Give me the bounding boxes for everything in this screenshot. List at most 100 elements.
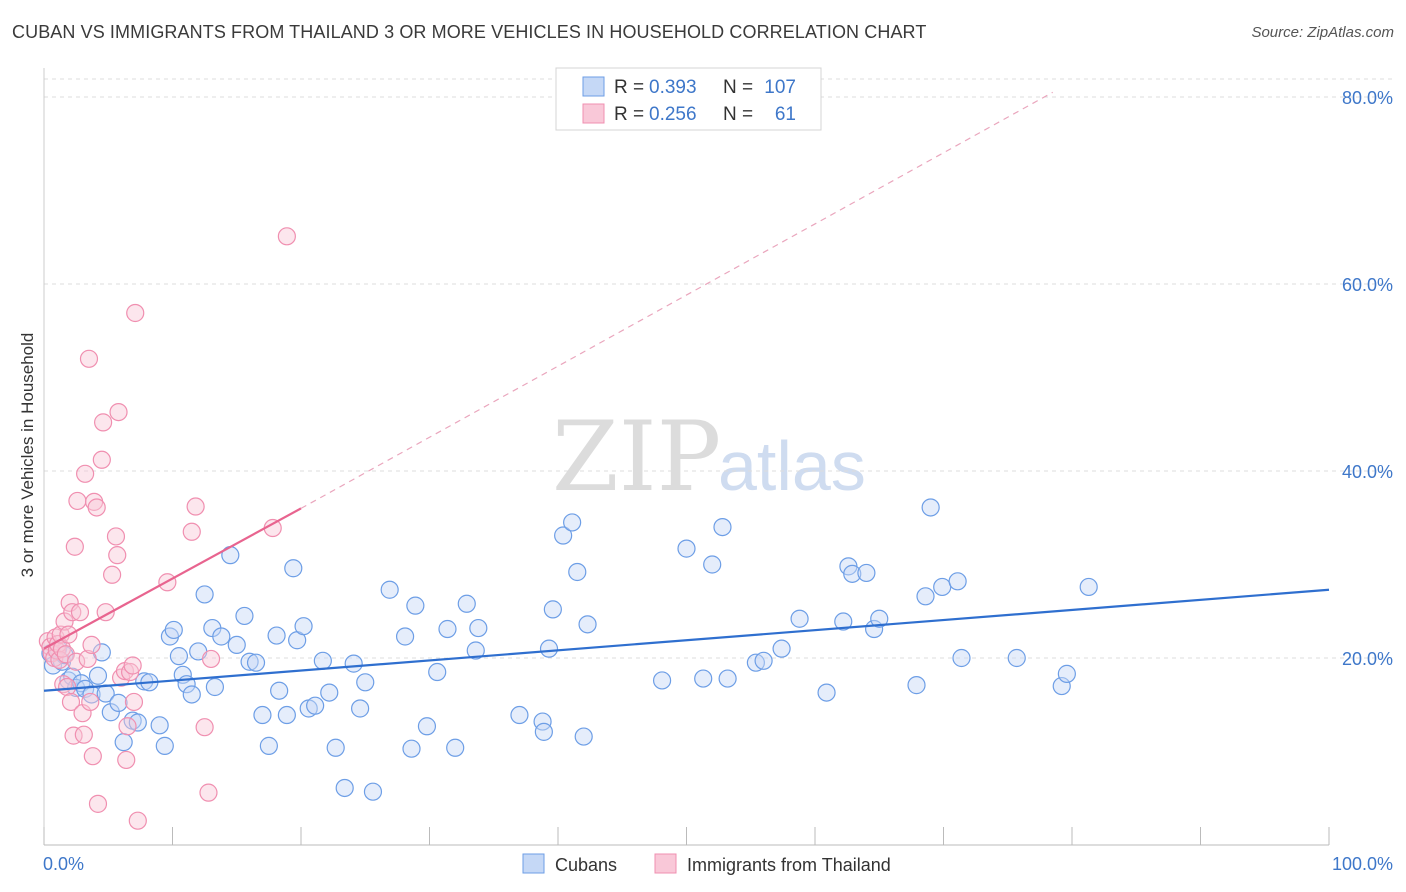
thailand-trend-line: [43, 507, 302, 650]
bottom-legend-swatch-thailand: [654, 853, 677, 874]
cubans-point-32: [205, 677, 225, 697]
cubans-point-11: [88, 666, 108, 685]
watermark-atlas: atlas: [718, 427, 866, 505]
legend-r-value-1: 0.393: [649, 77, 697, 98]
bottom-legend-label-cubans: Cubans: [555, 855, 617, 875]
cubans-point-62: [428, 662, 447, 682]
thailand-point-20: [67, 652, 86, 671]
thailand-point-34: [92, 450, 111, 469]
cubans-point-98: [933, 577, 952, 597]
thailand-point-33: [88, 794, 108, 813]
cubans-point-66: [466, 641, 485, 660]
legend-r-label-2: R =: [614, 104, 644, 125]
cubans-point-82: [713, 517, 732, 537]
thailand-point-53: [195, 718, 214, 737]
thailand-point-26: [78, 649, 97, 669]
cubans-point-35: [227, 635, 246, 655]
cubans-point-59: [402, 739, 421, 758]
cubans-point-101: [1007, 648, 1026, 668]
cubans-point-25: [169, 647, 189, 666]
cubans-point-85: [754, 651, 773, 670]
cubans-point-91: [843, 564, 862, 583]
cubans-point-63: [438, 619, 457, 639]
thailand-point-29: [82, 635, 101, 655]
thailand-point-13: [58, 677, 77, 697]
legend-n-label-2: N =: [723, 104, 753, 125]
cubans-point-71: [539, 639, 559, 658]
cubans-point-48: [306, 696, 325, 715]
cubans-point-21: [150, 716, 169, 735]
y-tick-label-1: 40.0%: [1342, 462, 1393, 482]
thailand-point-16: [61, 692, 81, 712]
cubans-point-67: [469, 618, 488, 638]
cubans-point-74: [563, 513, 582, 532]
cubans-point-52: [335, 778, 354, 798]
thailand-point-35: [94, 413, 113, 432]
cubans-trend-line: [43, 588, 1330, 692]
cubans-point-44: [284, 559, 303, 578]
thailand-point-22: [70, 603, 90, 622]
legend-box: R = 0.393 N = 107 R = 0.256 N = 61: [555, 67, 822, 131]
y-tick-label-0: 20.0%: [1342, 649, 1393, 669]
thailand-point-27: [79, 349, 99, 368]
cubans-point-16: [114, 733, 133, 752]
cubans-point-81: [703, 555, 722, 574]
legend-n-value-2: 61: [775, 104, 796, 125]
trend-lines: [43, 91, 1330, 692]
cubans-point-99: [948, 572, 967, 591]
thailand-point-51: [186, 497, 205, 516]
y-tick-label-3: 80.0%: [1342, 88, 1393, 108]
cubans-point-78: [652, 671, 672, 690]
legend-r-label-1: R =: [614, 77, 644, 98]
cubans-point-24: [164, 620, 183, 640]
legend-r-value-2: 0.256: [649, 104, 697, 125]
bottom-legend-label-thailand: Immigrants from Thailand: [687, 855, 891, 875]
thailand-point-30: [83, 747, 102, 766]
thailand-point-12: [56, 645, 75, 664]
thailand-point-21: [68, 491, 87, 511]
cubans-point-87: [790, 609, 809, 628]
cubans-point-94: [870, 609, 889, 628]
cubans-point-36: [235, 606, 254, 626]
thailand-point-57: [277, 227, 296, 246]
cubans-point-80: [694, 669, 713, 688]
axes: [43, 68, 1330, 846]
cubans-point-56: [363, 782, 383, 801]
x-tick-label-min: 0.0%: [43, 854, 84, 874]
cubans-point-33: [212, 627, 231, 646]
thailand-point-24: [74, 725, 93, 744]
thailand-point-44: [118, 717, 137, 736]
thailand-point-49: [128, 811, 147, 830]
cubans-point-76: [574, 727, 593, 746]
cubans-point-49: [313, 651, 332, 670]
cubans-point-83: [718, 669, 737, 688]
cubans-point-42: [270, 681, 289, 700]
cubans-point-60: [406, 596, 425, 615]
cubans-point-73: [554, 526, 573, 545]
cubans-point-15: [109, 693, 128, 712]
source-label: Source: ZipAtlas.com: [1251, 24, 1394, 41]
thailand-point-32: [87, 498, 106, 517]
cubans-point-41: [267, 626, 286, 645]
thailand-point-52: [182, 522, 201, 541]
cubans-point-14: [101, 703, 120, 722]
y-tick-labels: 20.0% 40.0% 60.0% 80.0%: [1342, 88, 1393, 669]
thailand-point-43: [117, 750, 136, 770]
thailand-point-46: [123, 656, 142, 675]
thailand-points: [38, 227, 296, 830]
cubans-point-68: [510, 705, 529, 725]
thailand-point-25: [76, 464, 95, 483]
cubans-point-89: [834, 612, 853, 631]
cubans-point-46: [294, 617, 313, 636]
cubans-point-70: [534, 722, 553, 741]
cubans-point-61: [417, 717, 437, 736]
cubans-point-58: [395, 627, 415, 646]
cubans-point-95: [907, 676, 926, 695]
thailand-point-28: [81, 692, 100, 712]
cubans-point-43: [277, 705, 296, 725]
cubans-point-50: [320, 683, 339, 702]
cubans-point-53: [344, 654, 363, 673]
thailand-point-48: [126, 303, 145, 323]
cubans-point-64: [446, 738, 465, 757]
